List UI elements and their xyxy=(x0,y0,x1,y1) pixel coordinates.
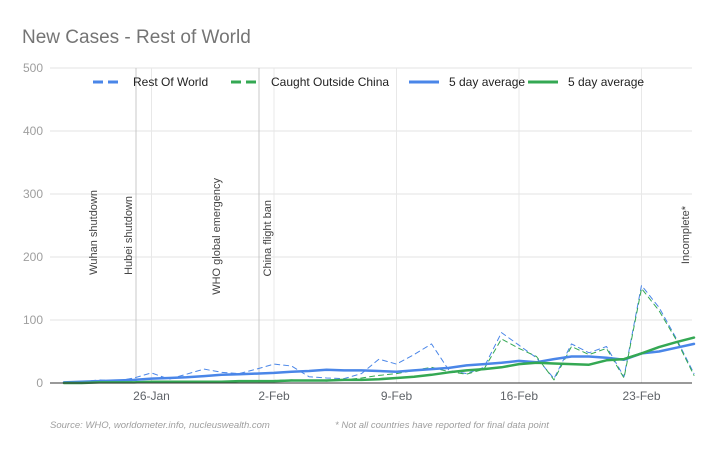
series-line xyxy=(63,288,695,384)
legend-label: Caught Outside China xyxy=(271,75,389,89)
source-footnote: Source: WHO, worldometer.info, nucleuswe… xyxy=(50,420,270,431)
legend: Rest Of World Caught Outside China 5 day a… xyxy=(93,75,644,89)
series-line xyxy=(62,342,696,384)
annotations: Wuhan shutdown Hubei shutdown WHO global e… xyxy=(88,68,692,383)
event-annotation-label: Wuhan shutdown xyxy=(88,190,100,275)
event-annotation-label: Hubei shutdown xyxy=(123,196,135,275)
y-tick-label: 0 xyxy=(36,376,43,390)
x-tick-label: 26-Jan xyxy=(133,389,170,403)
x-tick-label: 16-Feb xyxy=(500,389,538,403)
y-tick-label: 500 xyxy=(23,61,43,75)
series-line xyxy=(62,336,696,385)
x-tick-label: 2-Feb xyxy=(258,389,290,403)
x-tick-label: 23-Feb xyxy=(622,389,660,403)
event-annotation-label: WHO global emergency xyxy=(211,178,223,295)
incomplete-footnote: * Not all countries have reported for fi… xyxy=(335,420,549,431)
y-tick-label: 200 xyxy=(23,250,43,264)
event-annotation-label: China flight ban xyxy=(262,200,274,276)
y-tick-label: 100 xyxy=(23,313,43,327)
x-tick-label: 9-Feb xyxy=(381,389,413,403)
y-tick-label: 300 xyxy=(23,187,43,201)
series-lines xyxy=(62,284,696,385)
legend-label: 5 day average xyxy=(568,75,644,89)
chart-title: New Cases - Rest of World xyxy=(22,27,251,48)
legend-label: 5 day average xyxy=(449,75,525,89)
series-line xyxy=(63,284,695,383)
gridlines xyxy=(50,67,692,383)
axes: 0 100 200 300 400 500 26-Jan 2-Feb 9-Feb 16-Feb 23… xyxy=(23,61,692,403)
legend-label: Rest Of World xyxy=(133,75,208,89)
y-tick-label: 400 xyxy=(23,124,43,138)
event-annotation-label: Incomplete* xyxy=(680,205,692,264)
